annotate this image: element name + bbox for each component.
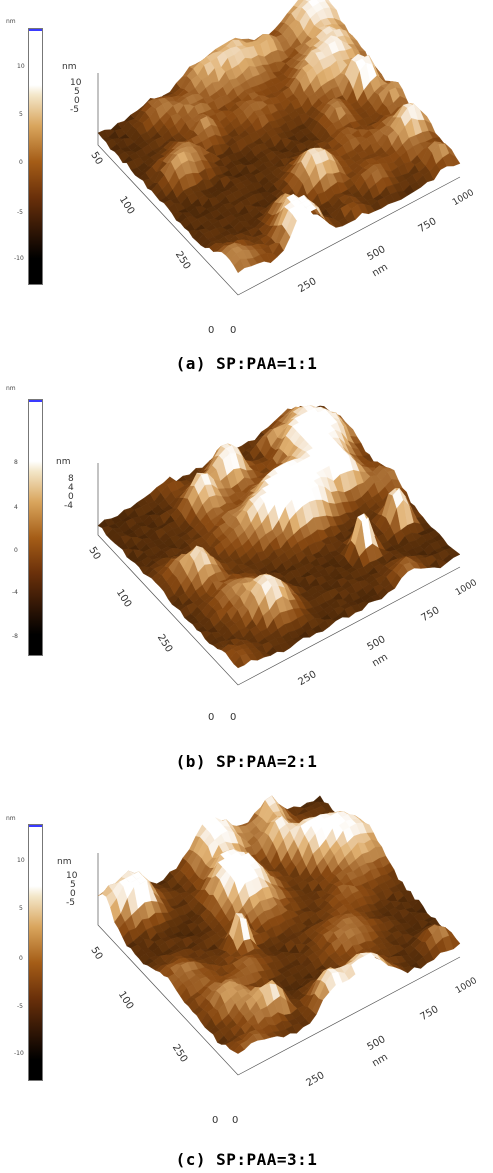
- z-axis-tick: 5: [74, 87, 80, 97]
- colorbar-tick: 0: [14, 547, 18, 554]
- z-axis-tick: 4: [68, 483, 74, 493]
- afm-panel-a: nm 10 5 0 -5 -10 nm 10 5 0 -5 50 100 250…: [0, 0, 493, 390]
- plot-axes-frame: [97, 73, 461, 296]
- z-axis-tick: -5: [66, 898, 75, 908]
- colorbar-unit: nm: [6, 18, 16, 25]
- colorbar-tick: 5: [19, 905, 23, 912]
- origin-label: 0: [230, 325, 237, 336]
- colorbar-unit: nm: [6, 815, 16, 822]
- z-axis-tick: -5: [70, 105, 79, 115]
- z-axis-tick: 10: [66, 871, 78, 881]
- colorbar-tick: -5: [17, 1003, 23, 1010]
- origin-label: 0: [230, 712, 237, 723]
- colorbar-tick: -10: [14, 255, 24, 262]
- afm-panel-b: nm 8 4 0 -4 -8 nm 8 4 0 -4 50 100 250 0 …: [0, 385, 493, 780]
- z-axis-tick: 0: [70, 889, 76, 899]
- colorbar-tick: -4: [12, 589, 18, 596]
- origin-label: 0: [232, 1115, 239, 1126]
- surface-mesh: [97, 795, 461, 1054]
- colorbar-c: [28, 824, 43, 1081]
- surface-mesh: [97, 0, 461, 274]
- afm-surface-b: [97, 405, 461, 686]
- z-axis-tick: 8: [68, 474, 74, 484]
- origin-label: 0: [212, 1115, 219, 1126]
- z-axis-tick: 5: [70, 880, 76, 890]
- colorbar-tick: -8: [12, 633, 18, 640]
- afm-panel-c: nm 10 5 0 -5 -10 nm 10 5 0 -5 50 100 250…: [0, 780, 493, 1173]
- figure-caption-a: (a) SP:PAA=1:1: [175, 354, 318, 373]
- colorbar-unit: nm: [6, 385, 16, 392]
- colorbar-tick: 4: [14, 504, 18, 511]
- colorbar-tick: -10: [14, 1050, 24, 1057]
- z-axis-unit: nm: [57, 857, 72, 867]
- colorbar-tick: 0: [19, 159, 23, 166]
- colorbar-tick: 10: [17, 63, 25, 70]
- figure-caption-c: (c) SP:PAA=3:1: [175, 1150, 318, 1169]
- z-axis-unit: nm: [56, 457, 71, 467]
- plot-axes-frame: [97, 853, 461, 1076]
- origin-label: 0: [208, 712, 215, 723]
- colorbar-tick: 8: [14, 459, 18, 466]
- colorbar-a: [28, 28, 43, 285]
- afm-surface-c: [97, 795, 461, 1076]
- origin-label: 0: [208, 325, 215, 336]
- colorbar-tick: 5: [19, 111, 23, 118]
- z-axis-tick: 0: [74, 96, 80, 106]
- plot-axes-frame: [97, 463, 461, 686]
- surface-mesh: [97, 405, 461, 669]
- z-axis-tick: 10: [70, 78, 82, 88]
- z-axis-tick: -4: [64, 501, 73, 511]
- colorbar-tick: 10: [17, 857, 25, 864]
- colorbar-b: [28, 399, 43, 656]
- colorbar-tick: -5: [17, 209, 23, 216]
- colorbar-tick: 0: [19, 955, 23, 962]
- afm-surface-a: [97, 0, 461, 296]
- figure-caption-b: (b) SP:PAA=2:1: [175, 752, 318, 771]
- z-axis-tick: 0: [68, 492, 74, 502]
- z-axis-unit: nm: [62, 62, 77, 72]
